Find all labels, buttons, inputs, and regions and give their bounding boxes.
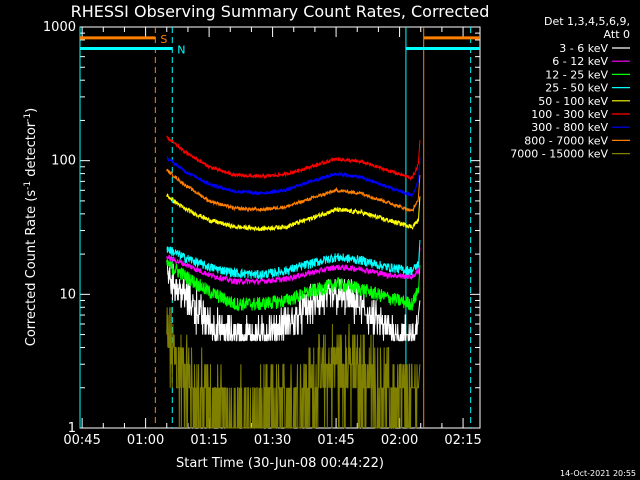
series-line	[166, 307, 421, 429]
legend-entry-label: 7000 - 15000 keV	[510, 148, 608, 161]
legend-entry-label: 50 - 100 keV	[538, 95, 608, 108]
y-axis-label-mid: detector	[24, 121, 39, 181]
legend-header-line2: Att 0	[604, 28, 630, 41]
annotation-s: S	[160, 33, 167, 46]
plot-area: 1 10 100 1000 00:45 01:00 01:15 01:30 01:45 02:00…	[43, 20, 482, 448]
series-line	[166, 135, 421, 182]
y-tick-label: 10	[59, 287, 76, 302]
legend-entry-label: 12 - 25 keV	[545, 68, 608, 81]
legend-entry-label: 3 - 6 keV	[559, 42, 608, 55]
timestamp: 14-Oct-2021 20:55	[560, 469, 636, 478]
legend-header-line1: Det 1,3,4,5,6,9,	[544, 15, 630, 28]
legend-entry-label: 300 - 800 keV	[531, 121, 608, 134]
y-axis-label-main: Corrected Count Rate (s	[24, 190, 39, 347]
x-tick-label: 02:15	[444, 433, 481, 448]
legend-entry-label: 6 - 12 keV	[552, 55, 608, 68]
x-tick-label: 01:15	[190, 433, 227, 448]
annotation-n: N	[177, 44, 185, 57]
legend-entry-label: 25 - 50 keV	[545, 82, 608, 95]
x-tick-label: 01:00	[127, 433, 164, 448]
series-line	[166, 247, 421, 286]
y-tick-label: 1000	[43, 20, 76, 35]
chart-title: RHESSI Observing Summary Count Rates, Co…	[71, 2, 490, 21]
y-axis-label: Corrected Count Rate (s-1 detector-1)	[23, 108, 39, 346]
x-tick-label: 00:45	[63, 433, 100, 448]
y-tick-label: 1	[68, 421, 76, 436]
x-tick-label: 01:45	[317, 433, 354, 448]
legend-entry-label: 100 - 300 keV	[531, 108, 608, 121]
x-tick-label: 01:30	[254, 433, 291, 448]
series-line	[166, 239, 421, 280]
series-line	[166, 257, 421, 312]
legend-entry-label: 800 - 7000 keV	[524, 134, 608, 147]
y-axis-label-sup1: -1	[23, 181, 33, 190]
series-line	[166, 155, 421, 198]
x-tick-label: 02:00	[381, 433, 418, 448]
x-axis-label: Start Time (30-Jun-08 00:44:22)	[176, 456, 384, 471]
y-axis-label-end: )	[24, 108, 39, 113]
series-line	[166, 260, 421, 342]
y-tick-label: 100	[51, 154, 76, 169]
y-axis-label-sup2: -1	[23, 113, 33, 122]
series-line	[166, 168, 421, 213]
series-line	[166, 193, 421, 232]
